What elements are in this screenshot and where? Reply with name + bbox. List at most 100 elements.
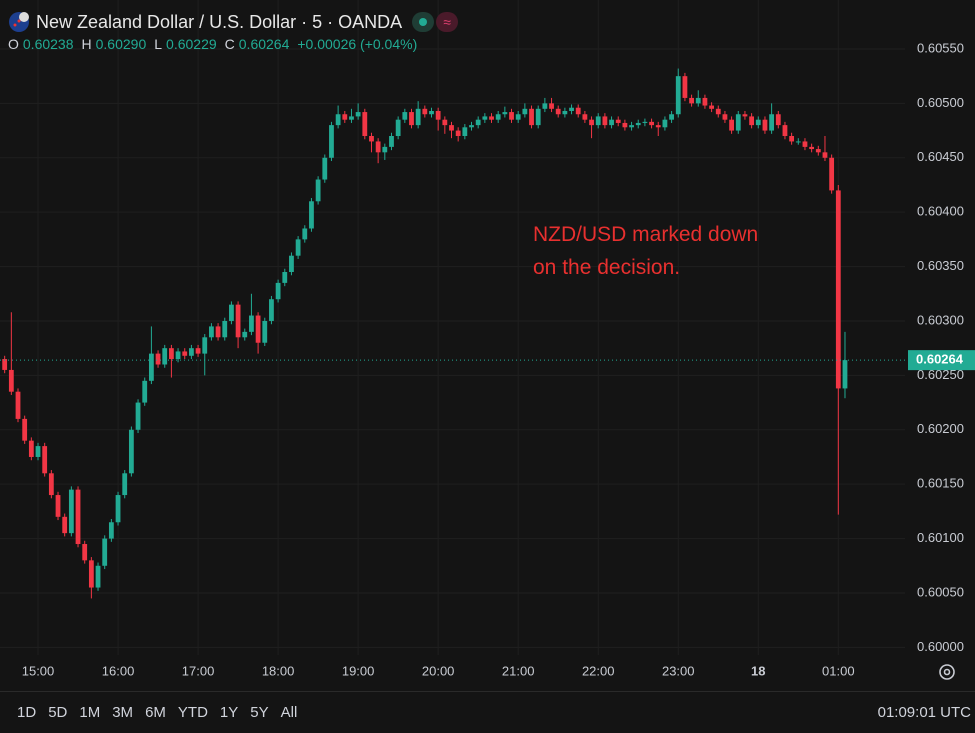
chart: 0.60000 0.60050 0.60100 0.60150 0.60200 0.602…	[0, 0, 975, 690]
ohlc-legend: O 0.60238 H 0.60290 L 0.60229 C 0.60264 +0.00026…	[8, 36, 458, 52]
y-tick-label: 0.60400	[917, 204, 964, 219]
candle-body	[242, 331, 248, 338]
candle-body	[168, 348, 174, 360]
y-tick-label: 0.60350	[917, 258, 964, 273]
candle-body	[249, 315, 254, 332]
candle-body	[195, 348, 201, 354]
candle-body	[675, 76, 681, 115]
candle-body	[409, 112, 414, 126]
candle-body	[522, 108, 528, 115]
candle-body	[295, 239, 301, 256]
candle-body	[115, 495, 121, 523]
candle-body	[382, 146, 388, 153]
x-tick-label: 19:00	[342, 663, 375, 678]
range-button[interactable]: 3M	[112, 704, 134, 721]
candle-body	[595, 116, 601, 126]
candle-body	[469, 125, 474, 128]
candle-body	[415, 108, 421, 126]
candle-body	[682, 76, 688, 98]
candle-body	[35, 446, 41, 457]
bottom-toolbar: 1D 5D 1M 3M 6M YTD 1Y 5Y All 01:09:01 UTC	[0, 691, 975, 733]
range-button[interactable]: 1M	[79, 704, 101, 721]
candle-body	[342, 114, 348, 120]
candle-body	[262, 320, 268, 343]
candle-body	[542, 103, 548, 109]
candle-body	[95, 565, 101, 588]
candle-body	[649, 121, 654, 126]
candle-body	[349, 116, 354, 120]
candle-body	[88, 560, 94, 588]
candle-body	[375, 141, 381, 153]
market-status[interactable]	[412, 12, 435, 32]
candle-body	[569, 107, 574, 111]
range-button[interactable]: 5Y	[250, 704, 269, 721]
candle-body	[829, 157, 835, 191]
y-tick-label: 0.60500	[917, 95, 964, 110]
delay-badge[interactable]: ≈	[436, 12, 459, 32]
candle-body	[749, 116, 755, 126]
candle-body	[15, 391, 21, 419]
candle-body	[789, 136, 795, 142]
y-tick-label: 0.60550	[917, 40, 964, 55]
candle-body	[575, 107, 581, 115]
candle-body	[162, 348, 168, 365]
candle-body	[222, 320, 228, 338]
candle-body	[215, 326, 221, 338]
candle-body	[722, 114, 728, 120]
candle-body	[402, 112, 408, 120]
candle-body	[755, 119, 761, 126]
candle-body	[389, 136, 394, 147]
candle-body	[602, 116, 608, 126]
y-tick-label: 0.60000	[917, 639, 964, 654]
y-tick-label: 0.60250	[917, 367, 964, 382]
candle-body	[562, 110, 568, 115]
x-tick-label: 18	[751, 663, 765, 678]
candle-body	[322, 157, 328, 180]
candle-body	[362, 112, 368, 137]
range-button[interactable]: All	[280, 704, 298, 721]
candle-body	[102, 538, 108, 566]
x-tick-label: 22:00	[582, 663, 615, 678]
range-button[interactable]: 5D	[48, 704, 68, 721]
candle-body	[255, 315, 261, 343]
candle-body	[155, 353, 161, 365]
candle-body	[209, 326, 214, 338]
last-price-box	[908, 350, 975, 371]
candle-body	[128, 429, 134, 474]
legend-value: 0.60264	[238, 36, 290, 52]
candle-body	[475, 119, 481, 126]
candle-body	[462, 127, 468, 137]
x-tick-label: 15:00	[22, 663, 55, 678]
x-tick-label: 17:00	[182, 663, 215, 678]
candle-body	[729, 119, 735, 131]
y-tick-label: 0.60450	[917, 149, 964, 164]
candle-body	[735, 114, 741, 131]
candle-body	[769, 114, 775, 131]
candle-body	[582, 114, 588, 120]
range-button[interactable]: YTD	[177, 704, 208, 721]
header: New Zealand Dollar / U.S. Dollar · 5 · O…	[8, 8, 459, 52]
settings-icon[interactable]	[939, 664, 955, 680]
candle-body	[289, 255, 294, 273]
range-button[interactable]: 6M	[145, 704, 166, 721]
y-tick-label: 0.60050	[917, 584, 964, 599]
candle-body	[282, 272, 288, 283]
chart-background	[0, 0, 975, 690]
candle-body	[22, 418, 28, 441]
candle-body	[815, 149, 821, 153]
candle-body	[449, 125, 454, 131]
candle-body	[122, 473, 128, 496]
range-button[interactable]: 1Y	[219, 704, 239, 721]
y-tick-label: 0.60200	[917, 421, 964, 436]
y-tick-label: 0.60100	[917, 530, 964, 545]
candle-body	[669, 114, 674, 120]
candle-body	[55, 495, 61, 517]
legend-key: O	[8, 36, 19, 52]
candle-body	[182, 351, 188, 356]
candle-body	[435, 110, 441, 120]
x-tick-label: 16:00	[102, 663, 135, 678]
candle-body	[442, 119, 448, 126]
last-price-label: 0.60264	[916, 352, 964, 367]
range-button[interactable]: 1D	[17, 704, 37, 721]
candle-body	[275, 282, 281, 300]
